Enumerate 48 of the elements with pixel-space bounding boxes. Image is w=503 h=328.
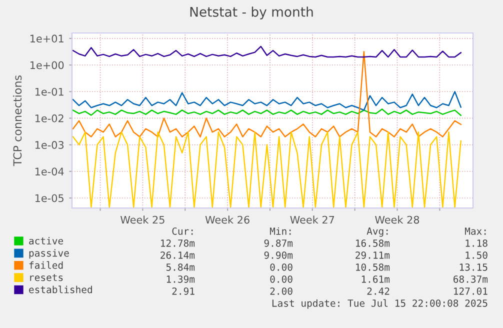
text: 5.84m [166, 263, 195, 271]
text: Cur: [172, 227, 193, 235]
text: Min: [270, 227, 291, 235]
x-tick-label: Week 26 [205, 216, 250, 224]
y-tick-label: 1e+00 [30, 61, 64, 70]
legend-label: resets [30, 274, 63, 282]
text: 0.00 [270, 275, 292, 283]
text: 1.18 [466, 239, 488, 247]
y-tick-label: 1e-04 [35, 168, 64, 176]
x-tick-label: Week 28 [375, 216, 420, 224]
text: 68.37m [454, 275, 488, 283]
line-series [72, 90, 462, 111]
text: 2.00 [270, 287, 292, 295]
legend-label: passive [29, 249, 69, 259]
text: 1.39m [166, 275, 195, 283]
text: 2.42 [367, 287, 390, 295]
line-series [72, 50, 462, 138]
text: Avg: [366, 228, 388, 237]
text: 13.15 [460, 263, 488, 271]
y-tick-label: 1e-01 [35, 88, 64, 96]
line-series [72, 46, 462, 58]
y-tick-label: 1e-03 [35, 141, 64, 149]
text: Max: [464, 228, 486, 235]
text: 2.91 [172, 287, 194, 295]
x-tick-label: Week 27 [290, 216, 334, 224]
text: 127.01 [454, 287, 488, 295]
line-series [72, 131, 462, 208]
y-axis-title: TCP connections [13, 75, 22, 166]
text: 12.78m [161, 239, 195, 247]
text: 16.58m [356, 239, 390, 247]
line-series [72, 108, 462, 116]
x-tick-label: Week 25 [120, 216, 164, 224]
legend-label: established [29, 286, 92, 294]
text: 0.00 [270, 263, 292, 271]
text: 10.58m [356, 263, 390, 271]
y-tick-label: 1e-02 [35, 114, 64, 122]
y-tick-label: 1e+01 [30, 34, 64, 43]
text: 1.50 [466, 251, 488, 259]
text: 9.87m [264, 239, 293, 247]
text: Last update: Tue Jul 15 22:00:08 2025 [272, 299, 488, 309]
y-tick-label: 1e-05 [35, 194, 64, 202]
text: 9.90m [264, 251, 293, 259]
text: 29.11m [356, 251, 390, 259]
chart-title: Netstat - by month [190, 6, 313, 20]
text: 1.61m [362, 275, 390, 283]
legend-label: failed [29, 261, 63, 269]
legend-label: active [29, 236, 64, 245]
text: 26.14m [160, 251, 195, 259]
